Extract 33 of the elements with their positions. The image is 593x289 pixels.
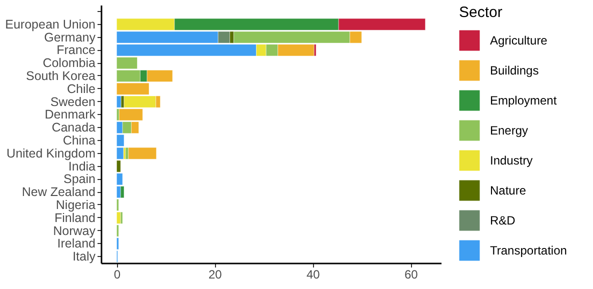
- legend-title: Sector: [459, 4, 502, 21]
- y-tick-label: United Kingdom: [6, 146, 96, 160]
- y-tick-label: Germany: [44, 30, 96, 44]
- x-tick-label: 20: [208, 268, 222, 282]
- y-tick-label: Norway: [53, 224, 96, 238]
- y-tick-label: India: [68, 159, 96, 174]
- legend-label: R&D: [490, 214, 516, 228]
- legend-label: Energy: [490, 124, 528, 138]
- y-tick-label: France: [56, 43, 96, 58]
- y-tick-label: South Korea: [26, 68, 96, 83]
- y-tick-label: Italy: [72, 250, 96, 264]
- legend-label: Employment: [490, 94, 558, 108]
- legend-label: Industry: [490, 154, 533, 168]
- y-tick-label: New Zealand: [22, 185, 96, 200]
- legend-label: Nature: [490, 184, 526, 198]
- y-tick-label: Chile: [67, 82, 96, 96]
- legend-label: Transportation: [490, 244, 567, 258]
- legend-label: Buildings: [490, 64, 539, 78]
- y-tick-label: Canada: [52, 120, 96, 135]
- y-tick-label: Ireland: [57, 236, 96, 251]
- legend-label: Agriculture: [490, 34, 548, 48]
- y-tick-label: Denmark: [44, 108, 96, 122]
- x-tick-label: 0: [114, 268, 121, 282]
- y-tick-label: China: [62, 133, 96, 148]
- bar: [128, 147, 156, 160]
- y-tick-label: Spain: [64, 172, 96, 186]
- y-tick-label: European Union: [5, 17, 96, 32]
- y-tick-label: Nigeria: [56, 198, 96, 212]
- y-tick-label: Finland: [54, 210, 96, 225]
- y-tick-label: Sweden: [50, 94, 96, 109]
- x-tick-label: 60: [404, 268, 418, 282]
- y-tick-label: Colombia: [42, 56, 96, 70]
- x-tick-label: 40: [306, 268, 320, 282]
